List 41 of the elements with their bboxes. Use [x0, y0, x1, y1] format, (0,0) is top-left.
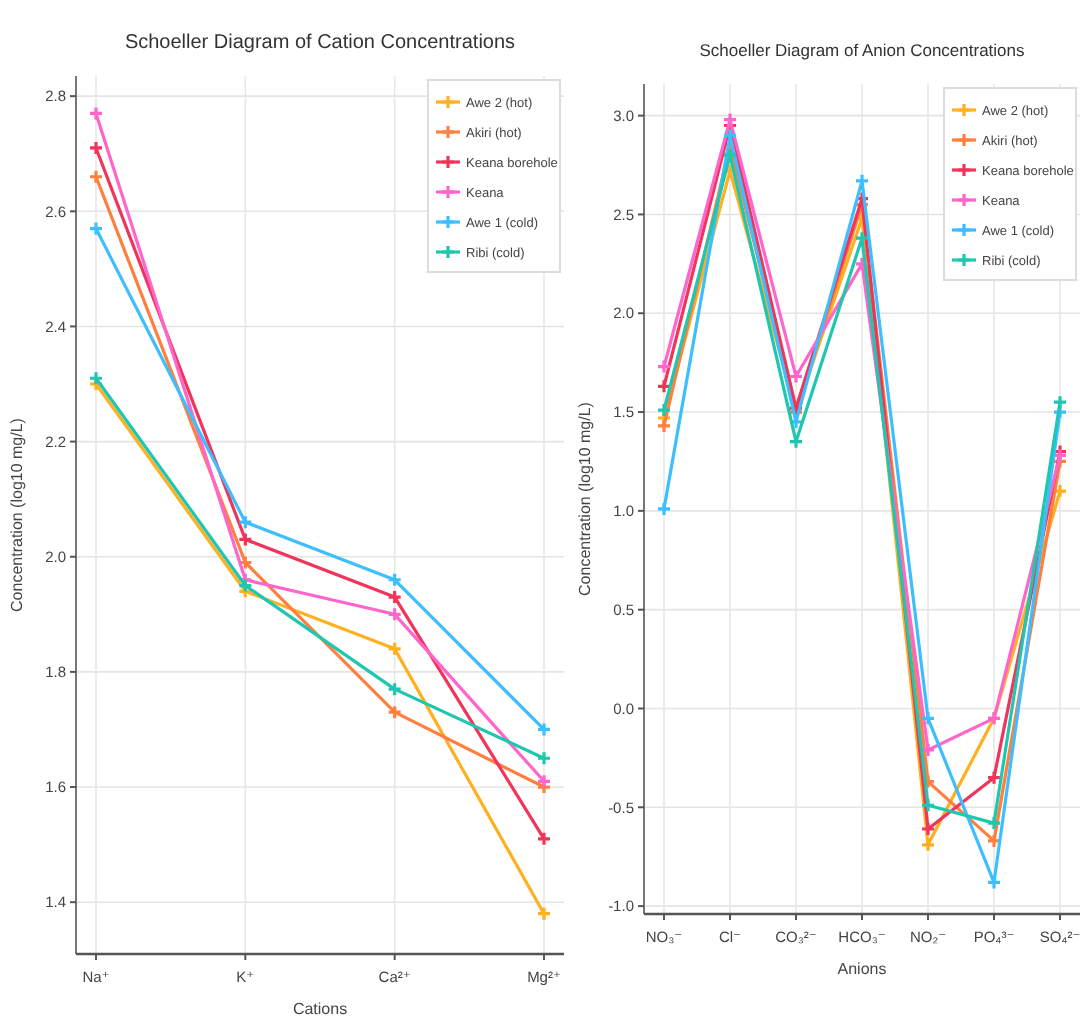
- point: [388, 642, 401, 655]
- point: [790, 370, 802, 383]
- point: [388, 591, 401, 604]
- point: [658, 360, 670, 373]
- point: [239, 579, 252, 592]
- chart-title: Schoeller Diagram of Anion Concentrations: [699, 40, 1025, 60]
- y-axis-title: Concentration (log10 mg/L): [8, 417, 26, 612]
- point: [90, 141, 102, 154]
- point: [922, 799, 934, 812]
- point: [988, 834, 1000, 847]
- point: [658, 502, 670, 515]
- point: [388, 706, 401, 719]
- point: [388, 608, 401, 621]
- point: [538, 723, 550, 736]
- point: [239, 533, 252, 546]
- point: [538, 907, 550, 920]
- point: [538, 752, 550, 765]
- point: [658, 404, 670, 417]
- point: [790, 435, 802, 448]
- y-axis-title: Concentration (log10 mg/L): [576, 401, 594, 596]
- chart-title: Schoeller Diagram of Cation Concentrations: [124, 32, 516, 54]
- point: [988, 817, 1000, 830]
- point: [922, 743, 934, 756]
- point: [1054, 396, 1066, 409]
- point: [658, 419, 670, 432]
- point: [988, 771, 1000, 784]
- point: [538, 832, 550, 845]
- point: [90, 222, 102, 235]
- point: [90, 170, 102, 183]
- point: [90, 107, 102, 120]
- x-axis-title: Cations: [292, 1000, 348, 1018]
- point: [922, 823, 934, 836]
- point: [239, 516, 252, 529]
- point: [388, 573, 401, 586]
- point: [538, 775, 550, 788]
- point: [922, 838, 934, 851]
- point: [922, 712, 934, 725]
- x-axis-title: Anions: [837, 960, 887, 978]
- point: [90, 372, 102, 385]
- point: [658, 380, 670, 393]
- point: [388, 683, 401, 696]
